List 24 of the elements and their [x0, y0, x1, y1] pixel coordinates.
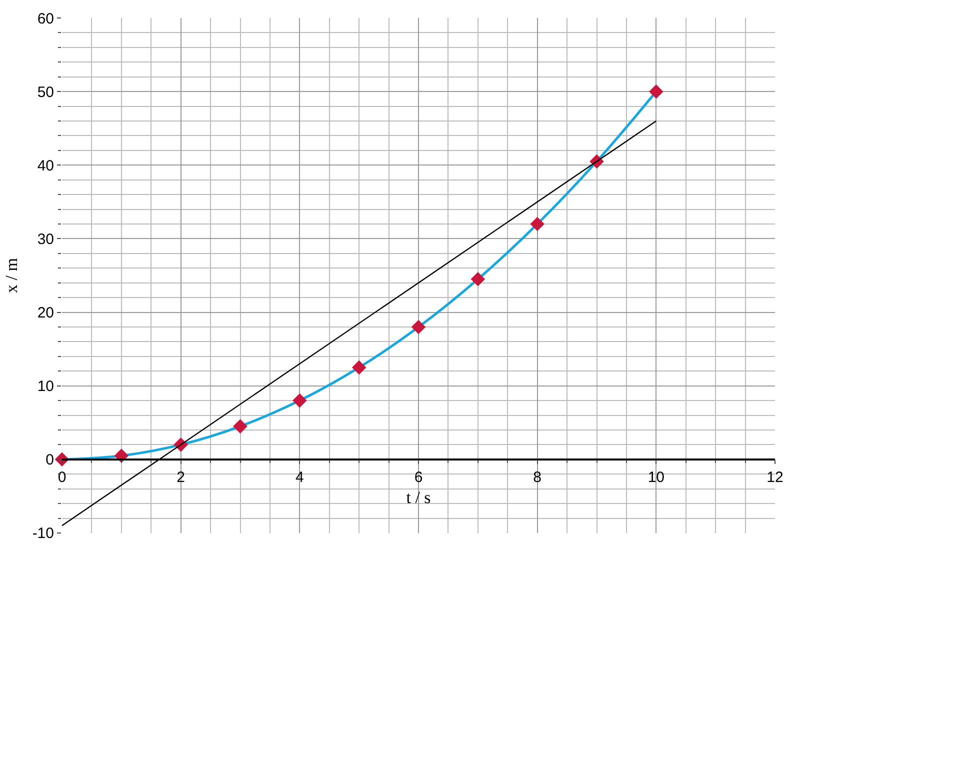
x-axis-title: t / s — [406, 488, 431, 508]
x-tick-label: 12 — [766, 469, 784, 486]
point — [530, 216, 544, 232]
x-tick-label: 6 — [414, 469, 423, 486]
y-tick-label: 0 — [46, 452, 54, 469]
y-tick-label: 20 — [37, 304, 54, 322]
point — [352, 360, 366, 375]
x-tick-label: 4 — [296, 469, 304, 486]
x-tick-label: 2 — [176, 469, 185, 486]
point — [649, 84, 664, 99]
y-tick-label: 10 — [37, 378, 54, 396]
point — [470, 272, 486, 286]
point — [411, 320, 426, 334]
x-tick-label: 8 — [533, 469, 542, 486]
point — [233, 419, 248, 434]
y-tick-label: 50 — [37, 84, 54, 101]
y-tick-label: 30 — [37, 230, 54, 248]
y-tick-label: 40 — [37, 157, 54, 174]
y-tick-label: -10 — [32, 525, 54, 542]
x-tick-label: 10 — [648, 469, 665, 486]
y-tick-label: 60 — [37, 10, 54, 28]
y-axis-title: x / m — [2, 258, 21, 293]
x-tick-label: 0 — [58, 469, 66, 486]
point — [292, 393, 307, 408]
